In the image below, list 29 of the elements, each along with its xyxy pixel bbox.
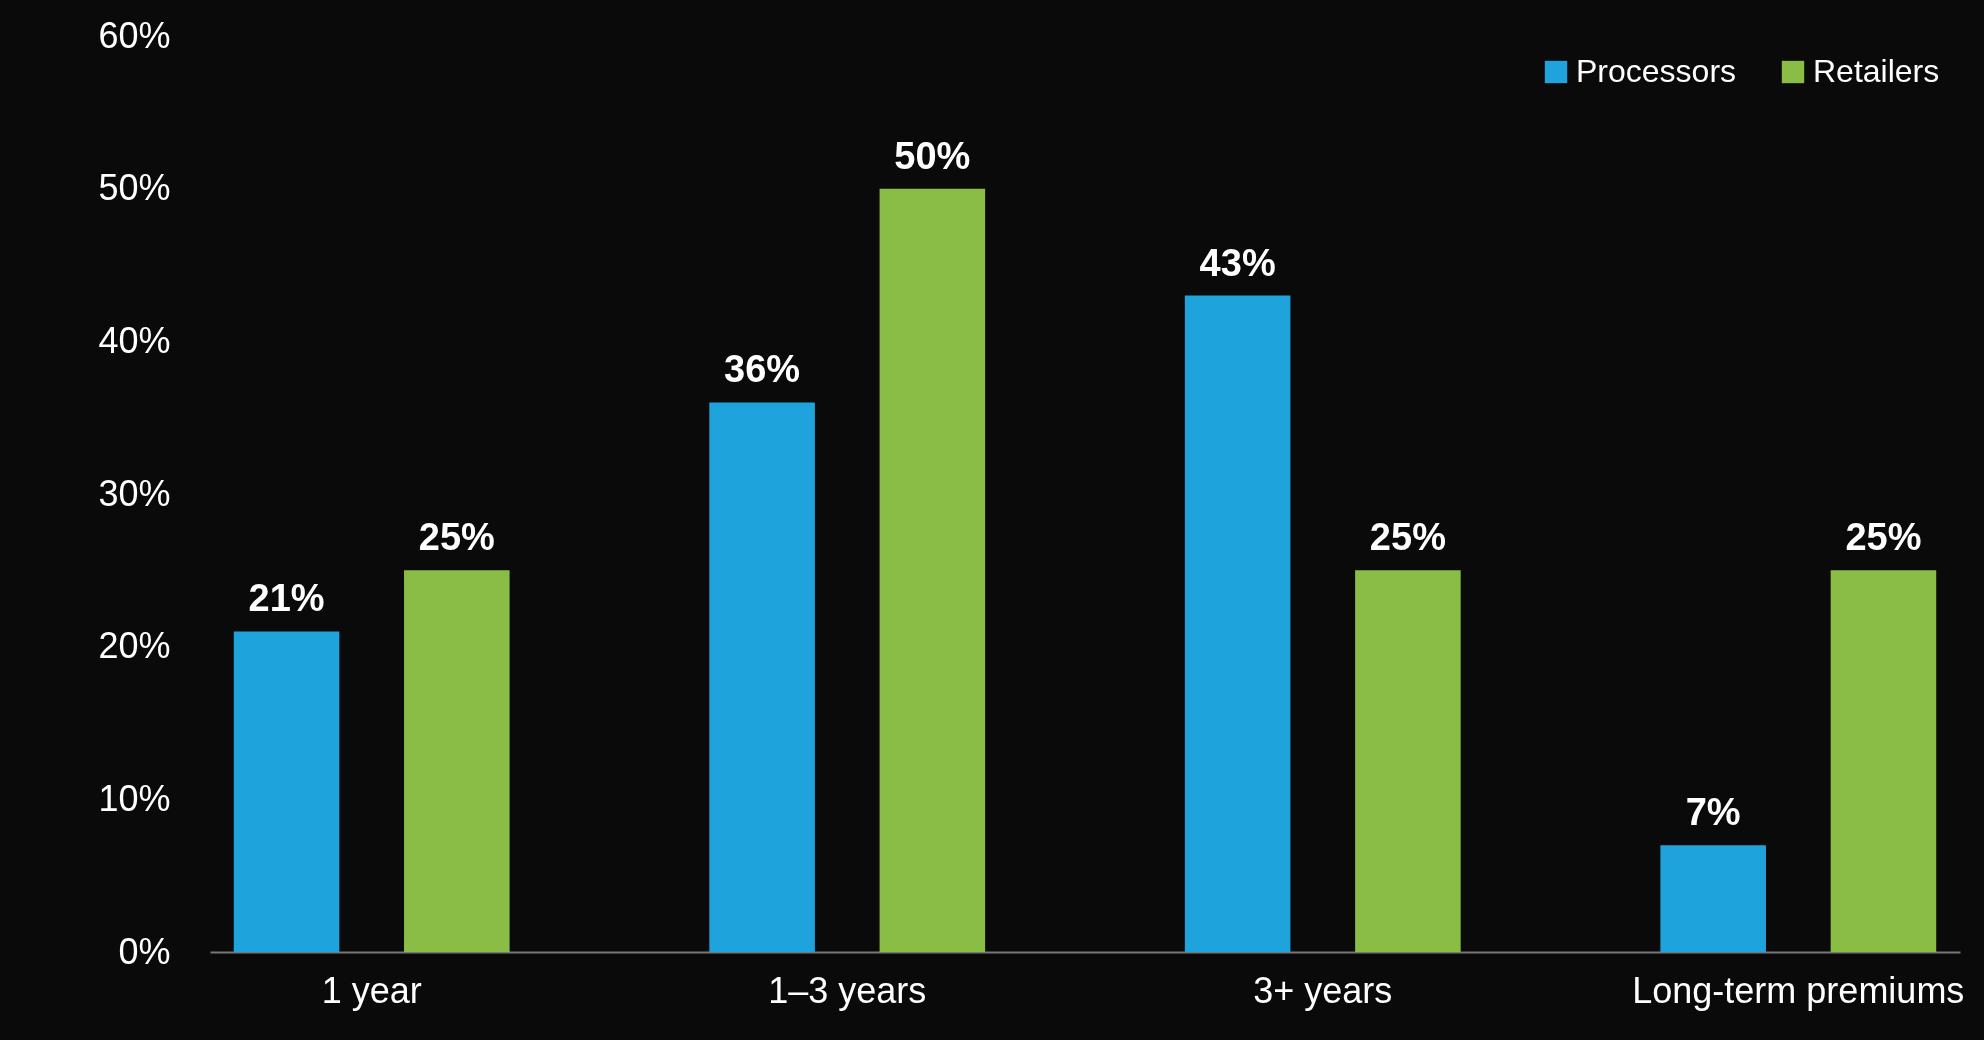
data-label: 25% [1845,516,1922,559]
bar [1830,570,1937,952]
legend-label: Retailers [1813,53,1940,89]
x-tick-label: Long-term premiums [1632,969,1965,1011]
y-tick-label: 40% [98,319,171,361]
x-tick-label: 1–3 years [768,969,927,1011]
x-tick-label: 3+ years [1253,969,1393,1011]
x-tick-label: 1 year [321,969,422,1011]
y-tick-label: 20% [98,625,171,667]
data-label: 50% [894,134,971,177]
y-tick-label: 30% [98,472,171,514]
legend-label: Processors [1576,53,1737,89]
y-tick-label: 60% [98,14,171,56]
data-label: 43% [1199,241,1276,284]
bar [1660,845,1766,952]
bar [709,402,815,952]
bar [1355,570,1461,952]
data-label: 36% [724,348,801,391]
y-tick-label: 50% [98,167,171,209]
bar [404,570,510,952]
bar [1184,295,1291,952]
y-tick-label: 0% [118,930,171,972]
data-label: 21% [248,577,325,620]
data-label: 25% [1369,516,1446,559]
bar [879,188,986,952]
data-label: 25% [418,516,495,559]
y-tick-label: 10% [98,777,171,819]
bar [233,631,340,952]
data-label: 7% [1685,791,1741,834]
